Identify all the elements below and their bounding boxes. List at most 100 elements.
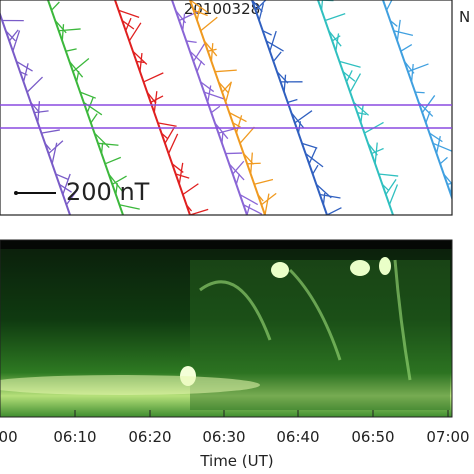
vector — [235, 115, 243, 134]
vector — [200, 16, 218, 32]
vector — [214, 69, 237, 73]
vector — [243, 204, 263, 215]
vector — [157, 122, 177, 127]
vector — [378, 173, 399, 177]
vector — [335, 33, 340, 52]
vector — [239, 193, 259, 206]
vector — [287, 98, 298, 104]
vector — [349, 73, 362, 93]
vector — [454, 203, 470, 205]
trace — [114, 0, 191, 215]
vector — [326, 207, 342, 215]
vector — [55, 173, 69, 180]
vector — [210, 105, 221, 114]
vector — [44, 142, 51, 151]
vector — [75, 70, 80, 83]
vector — [264, 193, 270, 215]
vector — [189, 50, 206, 66]
vector — [301, 142, 318, 149]
scale-label: 200 nT — [66, 178, 150, 206]
vector — [415, 91, 425, 94]
vector — [118, 9, 140, 19]
vector — [41, 129, 60, 134]
vector — [239, 126, 255, 144]
vector — [97, 142, 119, 146]
vector — [272, 51, 282, 62]
vector — [297, 121, 302, 134]
vector — [175, 173, 190, 179]
vector — [235, 173, 241, 185]
vector — [283, 74, 287, 93]
x-tick-label: 06:00 — [0, 428, 18, 446]
vector — [388, 184, 399, 206]
vector — [410, 63, 414, 82]
vector — [381, 183, 390, 192]
x-tick-label: 06:30 — [202, 428, 245, 446]
vector — [262, 30, 272, 36]
vector — [421, 95, 436, 113]
vector — [16, 60, 33, 72]
vector — [261, 192, 277, 206]
vector — [26, 76, 43, 93]
vector — [324, 12, 346, 22]
vector — [432, 142, 452, 152]
vector — [258, 3, 265, 21]
vector — [178, 162, 184, 185]
vector — [439, 156, 448, 165]
vector — [458, 215, 472, 231]
vector — [160, 132, 168, 139]
x-label: Time (UT) — [199, 452, 273, 470]
vector — [305, 153, 324, 168]
vector — [150, 95, 164, 103]
vector — [90, 113, 98, 124]
vector — [186, 40, 197, 44]
vector — [210, 43, 214, 62]
vector — [294, 110, 313, 124]
vector — [250, 152, 253, 175]
vector — [65, 189, 78, 206]
vector — [119, 204, 140, 210]
vector — [435, 136, 441, 154]
vector — [328, 30, 342, 47]
x-tick-label: 06:40 — [276, 428, 319, 446]
trace — [189, 0, 266, 215]
vector — [407, 63, 429, 73]
vector — [385, 178, 397, 195]
vector — [228, 163, 245, 181]
corner-label: N — [459, 8, 470, 26]
vector — [221, 131, 224, 144]
vector — [196, 60, 203, 72]
x-tick-label: 06:10 — [53, 428, 96, 446]
vector — [100, 142, 104, 154]
vector — [185, 204, 193, 212]
trace — [171, 0, 248, 215]
x-tick-label: 06:50 — [351, 428, 394, 446]
vector — [143, 72, 164, 83]
vector — [254, 178, 274, 185]
vector — [308, 147, 317, 165]
vector — [22, 63, 29, 83]
vector — [400, 43, 413, 52]
vector — [207, 85, 212, 103]
vector — [320, 0, 324, 11]
vector — [246, 203, 251, 215]
vector — [167, 133, 179, 154]
vector — [247, 162, 261, 165]
vector — [385, 0, 393, 11]
vector — [146, 91, 157, 104]
vector — [123, 214, 124, 215]
vector — [232, 160, 245, 175]
vector — [178, 10, 200, 22]
vector — [70, 214, 71, 215]
vector — [393, 214, 395, 215]
vector — [61, 24, 65, 41]
vector — [12, 30, 21, 52]
vector — [192, 43, 206, 62]
vector — [396, 19, 401, 42]
vector — [339, 60, 361, 68]
vector — [58, 28, 81, 32]
vector — [221, 81, 232, 93]
vector — [182, 13, 186, 31]
vector — [251, 0, 263, 13]
vector — [62, 173, 71, 195]
